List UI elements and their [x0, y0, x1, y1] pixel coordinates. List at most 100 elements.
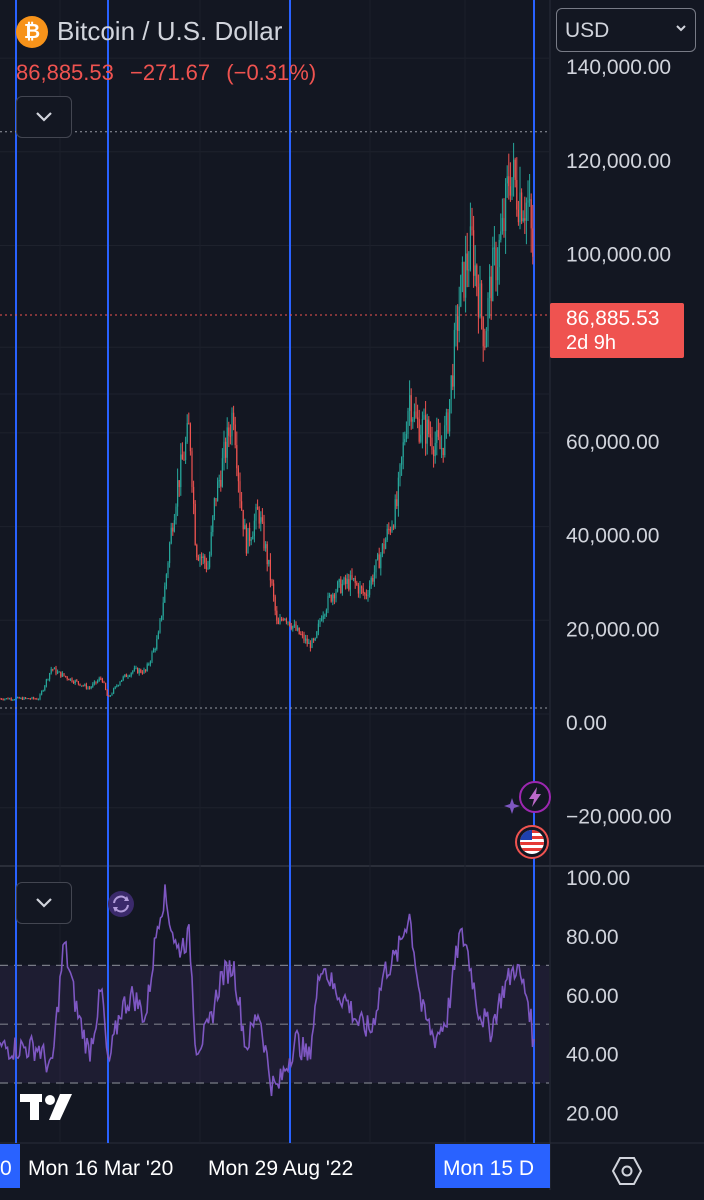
candle-body [17, 697, 19, 699]
candle-body [5, 698, 7, 700]
candle-body [101, 678, 103, 683]
candle-body [441, 447, 443, 450]
candle-body [285, 618, 287, 622]
candle-body [418, 419, 420, 442]
candle-body [434, 442, 436, 457]
price-change: −271.67 [130, 60, 211, 85]
candle-body [337, 582, 339, 592]
candle-body [172, 527, 174, 532]
candle-body [468, 269, 470, 271]
candle-body [295, 624, 297, 631]
candle-body [236, 445, 238, 469]
bitcoin-icon: ₿ [16, 16, 48, 48]
candle-body [79, 683, 81, 686]
rsi-tick-label: 40.00 [566, 1044, 619, 1067]
candle-body [0, 698, 1, 700]
candle-body [300, 634, 302, 636]
candle-body [413, 411, 415, 420]
candle-body [529, 199, 531, 201]
rsi-tick-label: 100.00 [566, 867, 630, 890]
candle-body [293, 624, 295, 626]
candle-body [69, 678, 71, 681]
candle-body [109, 695, 111, 697]
candle-body [393, 526, 395, 528]
candle-body [175, 506, 177, 521]
price-candles[interactable] [0, 142, 534, 701]
candle-body [73, 681, 75, 684]
candle-body [34, 698, 36, 700]
candle-body [42, 690, 44, 692]
candle-body [92, 683, 94, 687]
candle-body [322, 615, 324, 620]
candle-body [95, 681, 97, 683]
candle-body [9, 698, 11, 700]
candle-body [89, 687, 91, 689]
candle-body [373, 572, 375, 582]
candle-body [421, 418, 423, 435]
candle-body [125, 674, 127, 678]
currency-select[interactable]: USD [556, 8, 696, 52]
candle-body [476, 265, 478, 288]
refresh-icon[interactable] [106, 889, 136, 919]
collapse-indicator-button[interactable] [16, 882, 72, 924]
price-axis[interactable]: 140,000.00 120,000.00 100,000.00 60,000.00 4… [566, 56, 672, 829]
candle-body [460, 275, 462, 307]
candle-body [2, 699, 4, 701]
candle-body [44, 685, 46, 691]
symbol-title[interactable]: Bitcoin / U.S. Dollar [57, 16, 283, 46]
candle-body [514, 159, 516, 181]
candle-body [493, 247, 495, 249]
candle-body [465, 253, 467, 298]
candle-body [417, 417, 419, 420]
candle-body [330, 595, 332, 602]
candle-body [233, 412, 235, 425]
candle-body [463, 262, 465, 298]
collapse-legend-button[interactable] [16, 96, 72, 138]
candle-body [252, 535, 254, 540]
candle-body [196, 544, 198, 558]
candle-body [239, 481, 241, 502]
chart-settings-button[interactable] [610, 1154, 644, 1188]
candle-body [82, 685, 84, 687]
candle-body [313, 638, 315, 641]
candle-body [23, 697, 25, 700]
candle-body [311, 638, 313, 648]
candle-body [241, 501, 243, 510]
currency-value: USD [565, 19, 610, 42]
candle-body [7, 698, 9, 700]
candle-body [114, 686, 116, 689]
candle-body [21, 697, 23, 700]
candle-body [242, 509, 244, 530]
candle-body [511, 177, 513, 196]
tradingview-logo[interactable] [20, 1090, 78, 1124]
candle-body [314, 637, 316, 641]
candle-body [159, 619, 161, 633]
us-flag-event-icon[interactable] [515, 825, 549, 859]
candle-body [409, 395, 411, 411]
lightning-event-icon[interactable] [518, 780, 552, 814]
candle-body [380, 554, 382, 569]
candle-body [433, 449, 435, 457]
candle-body [45, 679, 47, 686]
candle-body [169, 543, 171, 564]
candle-body [362, 588, 364, 594]
candle-body [49, 673, 51, 680]
candle-body [474, 265, 476, 276]
candle-body [143, 669, 145, 674]
rsi-line[interactable] [0, 884, 535, 1097]
rsi-axis[interactable]: 100.00 80.00 60.00 40.00 20.00 [566, 867, 630, 1125]
candle-body [193, 486, 195, 504]
candle-body [111, 693, 113, 696]
candle-body [113, 688, 115, 694]
candle-body [180, 454, 182, 488]
time-axis-label: Mon 29 Aug '22 [200, 1144, 376, 1188]
candle-body [127, 676, 129, 678]
rsi-band [0, 964, 549, 1084]
candle-body [351, 575, 353, 579]
candle-body [423, 415, 425, 419]
candle-body [218, 480, 220, 482]
candle-body [292, 625, 294, 629]
candle-body [525, 202, 527, 221]
